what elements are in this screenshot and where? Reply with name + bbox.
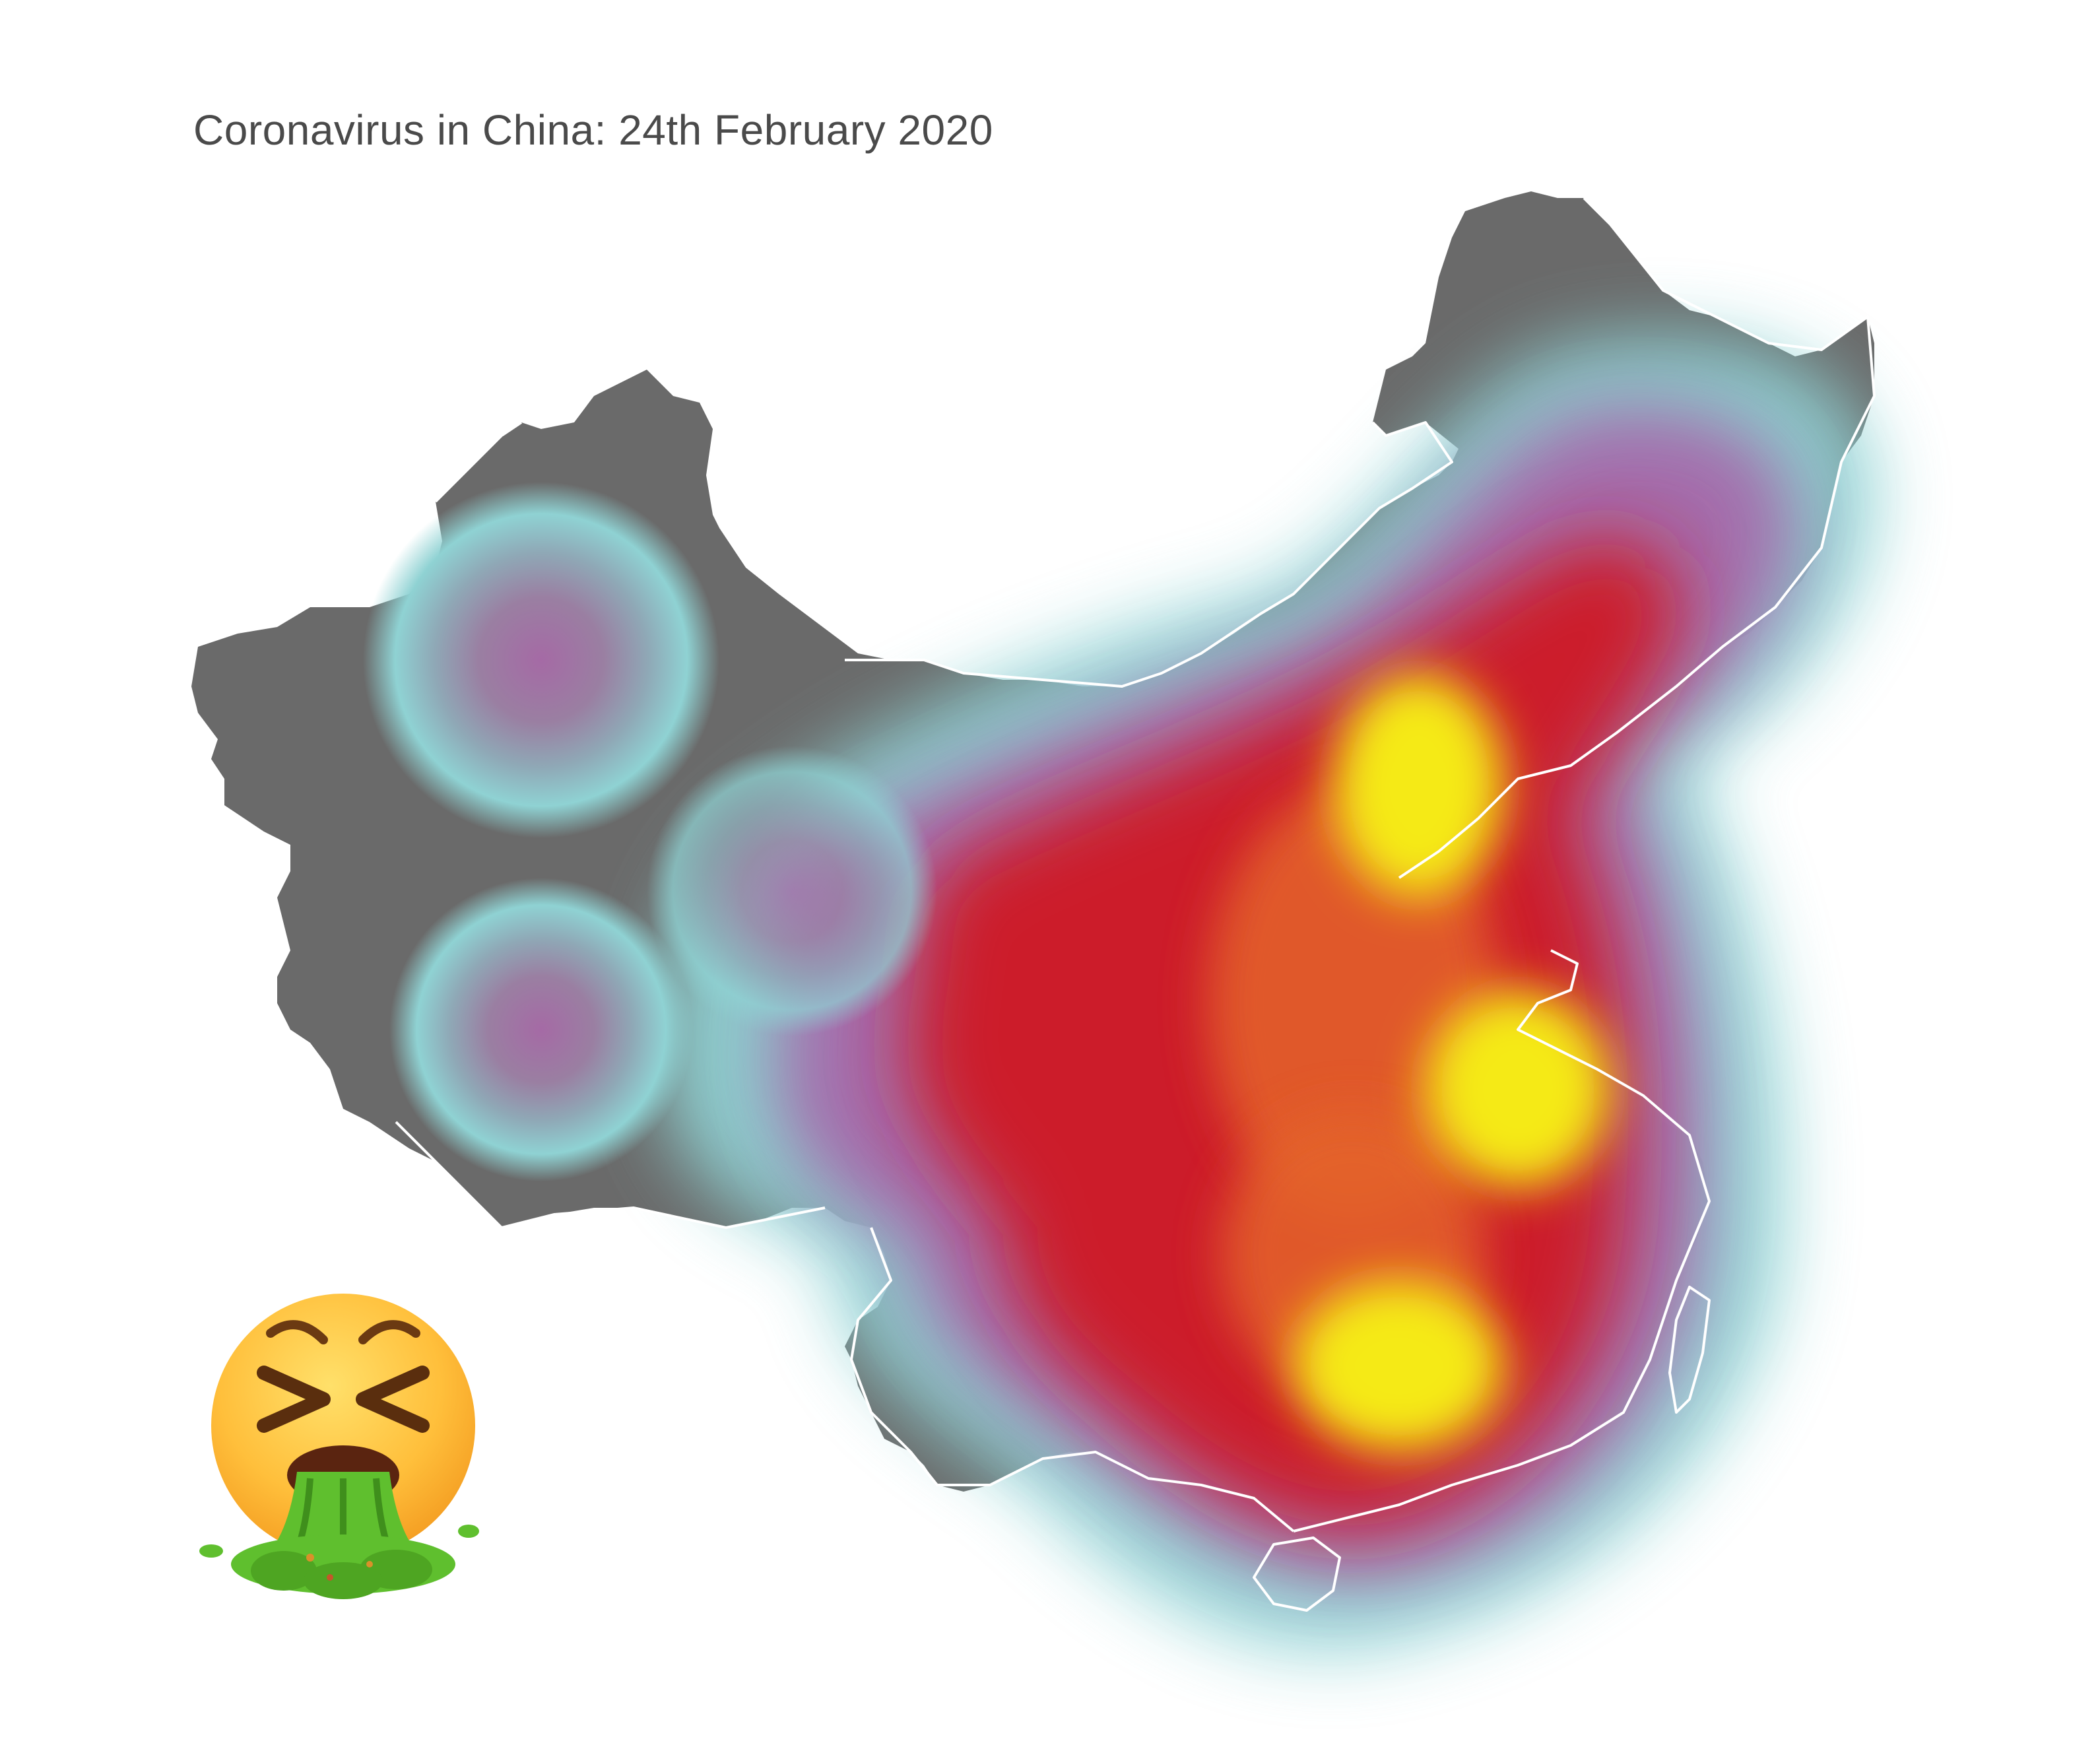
border-outline (395, 197, 1876, 1612)
heat-layer (363, 336, 1876, 1651)
map-title: Coronavirus in China: 24th February 2020 (193, 106, 993, 154)
face-vomiting-icon (199, 1294, 479, 1599)
